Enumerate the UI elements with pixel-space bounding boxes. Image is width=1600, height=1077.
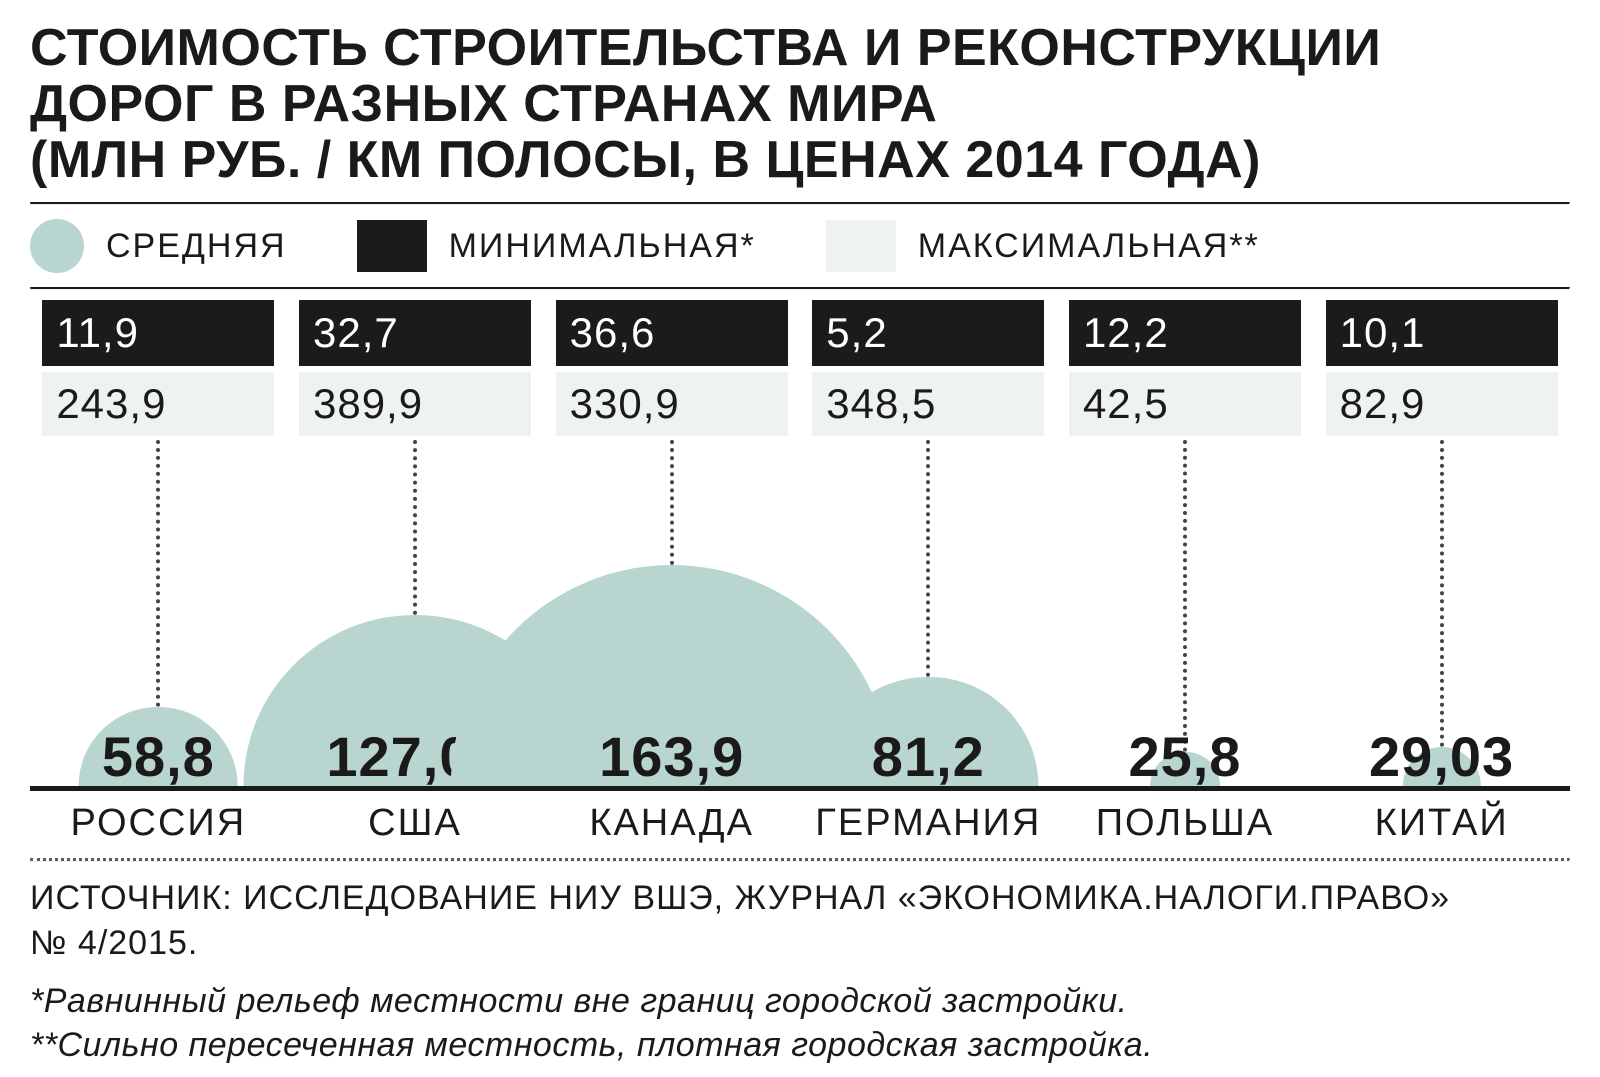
legend-item-avg: СРЕДНЯЯ (30, 219, 287, 273)
chart-column: 36,6330,9 163,9 КАНАДА (552, 300, 792, 856)
country-label: КИТАЙ (1375, 802, 1509, 845)
page-title: СТОИМОСТЬ СТРОИТЕЛЬСТВА И РЕКОНСТРУКЦИИ … (30, 20, 1570, 188)
legend-swatch-avg (30, 219, 84, 273)
infographic-root: СТОИМОСТЬ СТРОИТЕЛЬСТВА И РЕКОНСТРУКЦИИ … (0, 0, 1600, 1077)
connector-line (1440, 440, 1444, 747)
chart: 11,9243,958,8РОССИЯ32,7389,9127,05США36,… (30, 300, 1570, 856)
source-line-1: ИСТОЧНИК: ИССЛЕДОВАНИЕ НИУ ВШЭ, ЖУРНАЛ «… (30, 876, 1570, 920)
country-label: РОССИЯ (70, 802, 246, 845)
legend-item-min: МИНИМАЛЬНАЯ* (357, 220, 756, 272)
footnote-1: *Равнинный рельеф местности вне границ г… (30, 979, 1570, 1023)
connector-line (413, 440, 417, 614)
max-value-box: 348,5 (812, 372, 1044, 436)
max-value-box: 330,9 (556, 372, 788, 436)
divider-dotted (30, 858, 1570, 862)
avg-value: 81,2 (872, 724, 985, 789)
footnotes: *Равнинный рельеф местности вне границ г… (30, 979, 1570, 1067)
legend-swatch-max (826, 220, 896, 272)
legend-label-min: МИНИМАЛЬНАЯ* (449, 227, 756, 266)
country-label: КАНАДА (589, 802, 754, 845)
divider-under-legend (30, 287, 1570, 290)
country-label: США (368, 802, 462, 845)
min-value-box: 32,7 (299, 300, 531, 366)
connector-line (1183, 440, 1187, 751)
min-value-box: 36,6 (556, 300, 788, 366)
min-value-box: 11,9 (42, 300, 274, 366)
min-value-box: 12,2 (1069, 300, 1301, 366)
legend-label-avg: СРЕДНЯЯ (106, 227, 287, 266)
chart-column: 5,2348,5 81,2 ГЕРМАНИЯ (808, 300, 1048, 856)
max-value-box: 42,5 (1069, 372, 1301, 436)
legend-swatch-min (357, 220, 427, 272)
legend-label-max: МАКСИМАЛЬНАЯ** (918, 227, 1260, 266)
chart-baseline (30, 786, 1570, 791)
source-line-2: № 4/2015. (30, 921, 1570, 965)
max-value-box: 82,9 (1326, 372, 1558, 436)
title-line-1: СТОИМОСТЬ СТРОИТЕЛЬСТВА И РЕКОНСТРУКЦИИ (30, 20, 1570, 76)
footnote-2: **Сильно пересеченная местность, плотная… (30, 1023, 1570, 1067)
chart-column: 11,9243,9 58,8 РОССИЯ (38, 300, 278, 856)
avg-value: 29,03 (1369, 724, 1514, 789)
connector-line (156, 440, 160, 707)
max-value-box: 243,9 (42, 372, 274, 436)
title-line-3: (МЛН РУБ. / КМ ПОЛОСЫ, В ЦЕНАХ 2014 ГОДА… (30, 132, 1570, 188)
connector-line (926, 440, 930, 676)
chart-column: 12,242,5 25,8 ПОЛЬША (1065, 300, 1305, 856)
avg-value: 58,8 (102, 724, 215, 789)
legend: СРЕДНЯЯ МИНИМАЛЬНАЯ* МАКСИМАЛЬНАЯ** (30, 205, 1570, 287)
max-value-box: 389,9 (299, 372, 531, 436)
country-label: ГЕРМАНИЯ (815, 802, 1041, 845)
chart-columns: 11,9243,958,8РОССИЯ32,7389,9127,05США36,… (30, 300, 1570, 856)
source-block: ИСТОЧНИК: ИССЛЕДОВАНИЕ НИУ ВШЭ, ЖУРНАЛ «… (30, 876, 1570, 964)
legend-item-max: МАКСИМАЛЬНАЯ** (826, 220, 1260, 272)
connector-line (670, 440, 674, 565)
avg-value: 25,8 (1128, 724, 1241, 789)
title-line-2: ДОРОГ В РАЗНЫХ СТРАНАХ МИРА (30, 76, 1570, 132)
min-value-box: 5,2 (812, 300, 1044, 366)
country-label: ПОЛЬША (1096, 802, 1275, 845)
min-value-box: 10,1 (1326, 300, 1558, 366)
chart-column: 10,182,9 29,03 КИТАЙ (1322, 300, 1562, 856)
avg-value: 163,9 (599, 724, 744, 789)
